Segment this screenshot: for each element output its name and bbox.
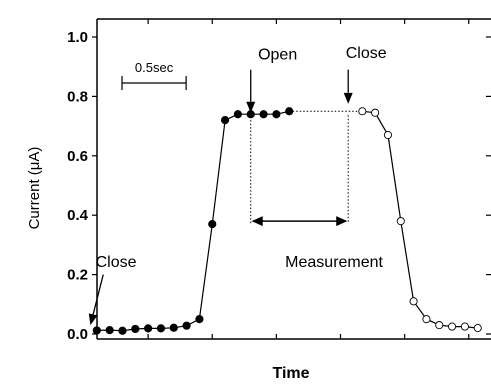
data-point-filled — [131, 324, 140, 334]
data-point-open — [448, 322, 457, 331]
y-tick-label: 0.0 — [67, 326, 88, 343]
data-point-open — [460, 322, 469, 331]
arrow-head — [246, 101, 256, 113]
data-point-filled — [144, 324, 153, 333]
series-points — [92, 107, 482, 335]
axis-ticks — [92, 19, 491, 339]
y-tick-label: 0.6 — [67, 148, 88, 165]
plot-frame — [96, 18, 491, 340]
data-point-filled — [182, 321, 191, 330]
arrow-head — [343, 92, 353, 104]
measurement-arrowhead-right — [336, 216, 348, 227]
arrow-shaft — [92, 274, 104, 315]
data-point-open — [409, 297, 418, 306]
y-axis-title: Current (μA) — [26, 147, 43, 230]
data-point-open — [383, 130, 393, 140]
y-tick-label: 1.0 — [67, 29, 88, 46]
data-point-filled — [118, 326, 127, 335]
annotation-arrows — [88, 69, 353, 326]
measurement-bracket — [250, 115, 349, 227]
measurement-arrowhead-left — [251, 216, 263, 227]
data-point-filled — [285, 107, 294, 116]
y-tick-label: 0.4 — [67, 207, 89, 224]
series-lines — [96, 110, 478, 332]
data-point-filled — [156, 324, 166, 333]
data-point-filled — [105, 326, 114, 335]
scale-bar-label: 0.5sec — [135, 60, 174, 75]
annotation-label: Open — [258, 46, 297, 63]
scale-bar: 0.5sec — [121, 60, 187, 91]
series-line — [96, 110, 290, 332]
data-point-filled — [169, 323, 178, 332]
y-tick-label: 0.2 — [67, 267, 88, 284]
data-point-filled — [259, 110, 268, 119]
annotation-label: Close — [346, 45, 387, 62]
data-point-filled — [220, 116, 230, 125]
y-tick-label: 0.8 — [67, 88, 88, 105]
data-point-open — [435, 321, 444, 330]
y-tick-labels: 0.0 0.2 0.4 0.6 0.8 1.0 — [67, 29, 89, 343]
data-point-open — [473, 324, 482, 333]
annotations: Close Open Close Measurement — [96, 45, 387, 271]
series-line — [362, 110, 478, 329]
data-point-filled — [272, 110, 281, 119]
data-point-filled — [92, 326, 101, 335]
x-axis-title: Time — [272, 365, 309, 382]
data-point-filled — [233, 110, 243, 119]
data-point-filled — [208, 220, 217, 229]
annotation-label: Measurement — [285, 254, 383, 271]
arrow-head — [88, 313, 98, 326]
data-point-open — [422, 315, 431, 324]
data-point-open — [358, 107, 367, 116]
annotation-label: Close — [96, 254, 137, 271]
data-point-open — [371, 108, 380, 117]
data-point-filled — [195, 315, 204, 324]
data-point-open — [396, 217, 405, 226]
